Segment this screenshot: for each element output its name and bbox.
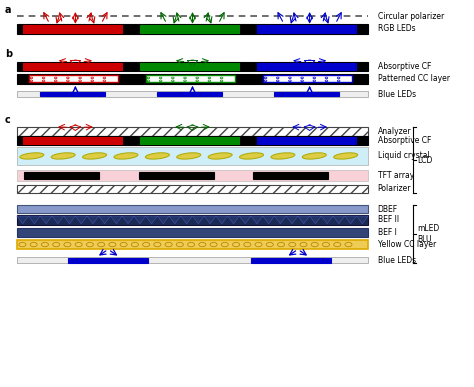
- Bar: [23, 137, 122, 144]
- Text: LCD: LCD: [417, 156, 433, 165]
- Polygon shape: [40, 216, 52, 224]
- Polygon shape: [228, 216, 239, 224]
- Polygon shape: [274, 216, 286, 224]
- Bar: [23, 63, 122, 70]
- Polygon shape: [99, 216, 110, 224]
- Ellipse shape: [51, 153, 75, 159]
- Ellipse shape: [334, 153, 358, 159]
- Bar: [17, 74, 368, 84]
- Text: Absorptive CF: Absorptive CF: [377, 136, 431, 145]
- Text: BEF II: BEF II: [377, 216, 399, 224]
- Ellipse shape: [20, 153, 44, 159]
- Polygon shape: [204, 216, 216, 224]
- Polygon shape: [134, 216, 146, 224]
- Polygon shape: [64, 216, 75, 224]
- Bar: [138, 172, 214, 179]
- Bar: [17, 205, 368, 214]
- Text: Absorptive CF: Absorptive CF: [377, 62, 431, 71]
- Text: mLED
BLU: mLED BLU: [417, 224, 439, 244]
- Text: Blue LEDs: Blue LEDs: [377, 89, 416, 99]
- Bar: [40, 92, 105, 96]
- Bar: [157, 92, 222, 96]
- Text: b: b: [5, 49, 12, 59]
- Ellipse shape: [82, 153, 107, 159]
- Text: Patterned CC layer: Patterned CC layer: [377, 74, 449, 83]
- Bar: [17, 127, 368, 135]
- Bar: [140, 137, 239, 144]
- Bar: [17, 228, 368, 236]
- Text: Circular polarizer: Circular polarizer: [377, 12, 444, 21]
- Polygon shape: [75, 216, 87, 224]
- Bar: [24, 172, 99, 179]
- Bar: [146, 75, 235, 82]
- Bar: [257, 63, 356, 70]
- Polygon shape: [17, 216, 28, 224]
- Bar: [17, 24, 368, 34]
- Polygon shape: [157, 216, 169, 224]
- Text: TFT array: TFT array: [377, 171, 414, 180]
- Bar: [17, 62, 368, 71]
- Bar: [17, 240, 368, 249]
- Polygon shape: [122, 216, 134, 224]
- Polygon shape: [52, 216, 64, 224]
- Text: Liquid crystal: Liquid crystal: [377, 151, 429, 161]
- Polygon shape: [286, 216, 298, 224]
- Bar: [257, 25, 356, 33]
- Text: a: a: [5, 5, 12, 15]
- Ellipse shape: [271, 153, 295, 159]
- Bar: [254, 172, 328, 179]
- Polygon shape: [321, 216, 333, 224]
- Bar: [17, 257, 368, 263]
- Bar: [17, 147, 368, 165]
- Bar: [17, 91, 368, 97]
- Ellipse shape: [208, 153, 232, 159]
- Polygon shape: [239, 216, 251, 224]
- Ellipse shape: [114, 153, 138, 159]
- Bar: [23, 25, 122, 33]
- Polygon shape: [345, 216, 356, 224]
- Text: BEF I: BEF I: [377, 228, 396, 236]
- Polygon shape: [310, 216, 321, 224]
- Polygon shape: [263, 216, 274, 224]
- Bar: [251, 258, 331, 262]
- Bar: [17, 185, 368, 193]
- Polygon shape: [110, 216, 122, 224]
- Text: c: c: [5, 115, 11, 125]
- Bar: [17, 215, 368, 224]
- Polygon shape: [192, 216, 204, 224]
- Polygon shape: [28, 216, 40, 224]
- Polygon shape: [333, 216, 345, 224]
- Text: Polarizer: Polarizer: [377, 185, 411, 194]
- Bar: [17, 170, 368, 182]
- Bar: [17, 136, 368, 146]
- Ellipse shape: [146, 153, 169, 159]
- Bar: [28, 75, 118, 82]
- Bar: [257, 137, 356, 144]
- Text: DBEF: DBEF: [377, 205, 398, 214]
- Text: Yellow CC layer: Yellow CC layer: [377, 240, 436, 249]
- Polygon shape: [146, 216, 157, 224]
- Text: Blue LEDs: Blue LEDs: [377, 256, 416, 265]
- Bar: [68, 258, 148, 262]
- Polygon shape: [181, 216, 192, 224]
- Ellipse shape: [177, 153, 201, 159]
- Text: Analyzer: Analyzer: [377, 127, 411, 136]
- Bar: [263, 75, 352, 82]
- Bar: [140, 63, 239, 70]
- Polygon shape: [169, 216, 181, 224]
- Bar: [140, 25, 239, 33]
- Bar: [274, 92, 339, 96]
- Polygon shape: [216, 216, 228, 224]
- Ellipse shape: [239, 153, 264, 159]
- Polygon shape: [356, 216, 368, 224]
- Text: RGB LEDs: RGB LEDs: [377, 24, 415, 33]
- Polygon shape: [298, 216, 310, 224]
- Ellipse shape: [302, 153, 326, 159]
- Polygon shape: [87, 216, 99, 224]
- Polygon shape: [251, 216, 263, 224]
